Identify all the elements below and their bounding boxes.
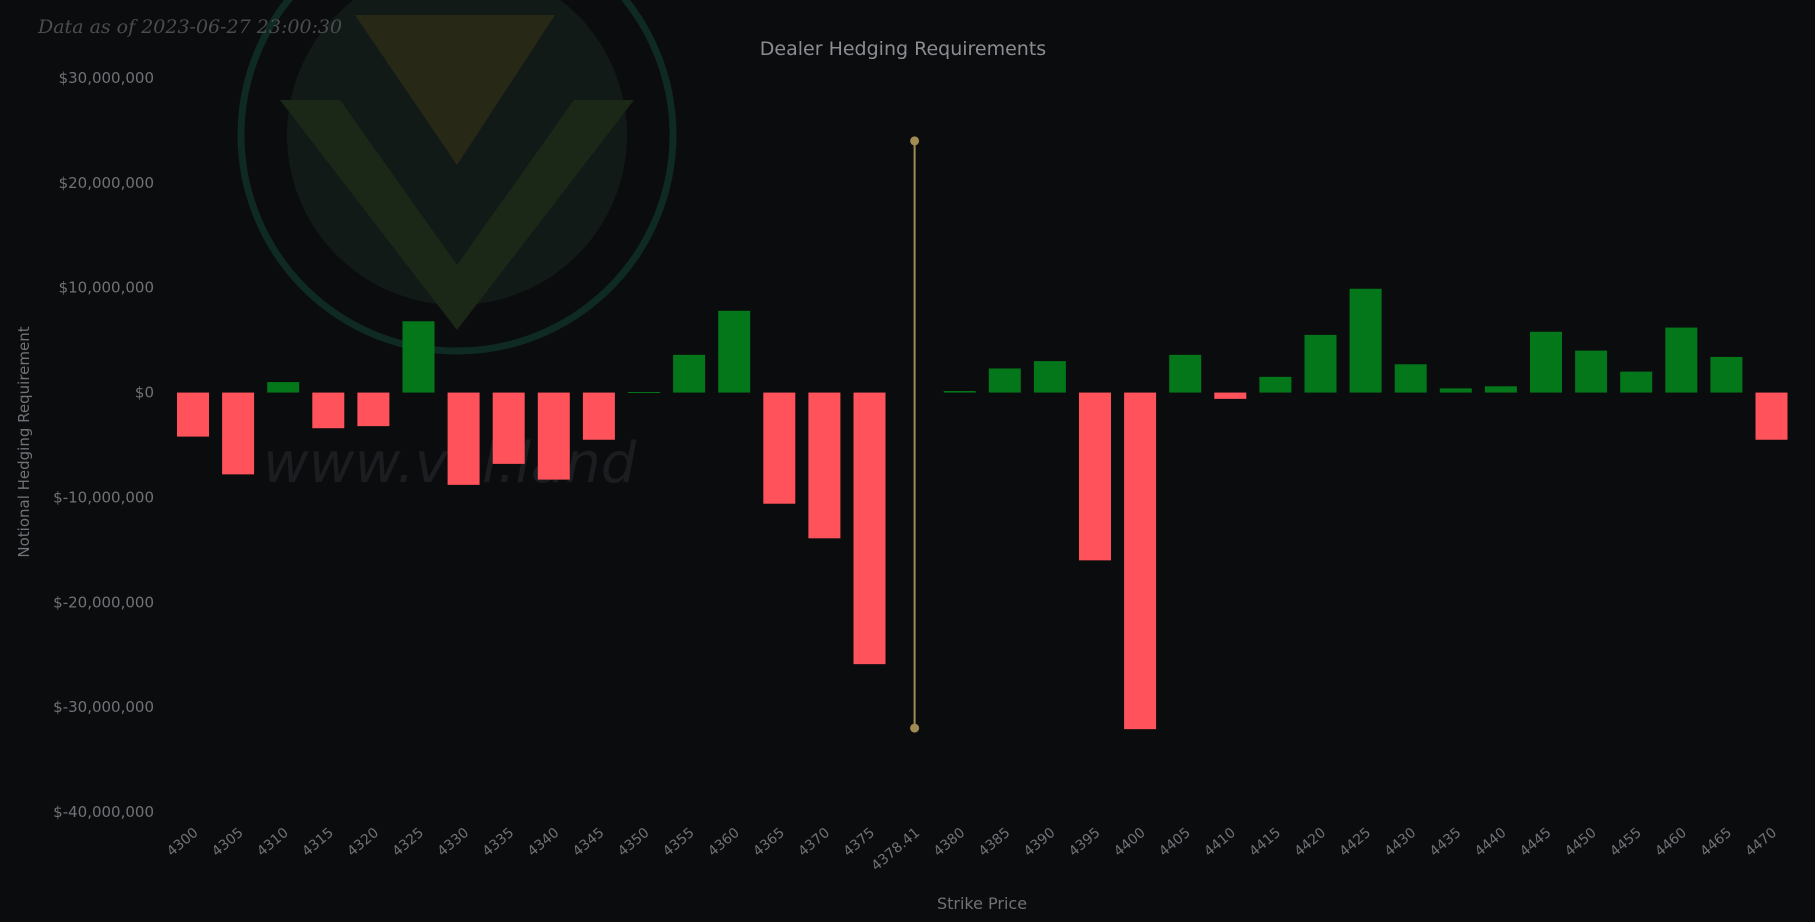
bar-4435 [1439, 388, 1472, 393]
x-tick-label: 4365 [750, 825, 788, 860]
y-axis-label: Notional Hedging Requirement [15, 326, 33, 557]
x-tick-label: 4370 [795, 825, 833, 860]
x-tick-label: 4450 [1562, 825, 1600, 860]
bar-4390 [1033, 361, 1066, 393]
x-tick-label: 4425 [1337, 825, 1375, 860]
x-axis-label: Strike Price [937, 894, 1027, 913]
x-tick-label: 4470 [1742, 825, 1780, 860]
spot-line-bottom-dot [910, 723, 920, 733]
bar-4395 [1079, 392, 1111, 561]
x-tick-label: 4455 [1607, 825, 1645, 860]
bar-4375 [853, 392, 886, 665]
bar-4400 [1124, 392, 1157, 730]
bar-4470 [1755, 392, 1788, 440]
x-tick-label: 4465 [1697, 825, 1735, 860]
x-tick-label: 4460 [1652, 825, 1690, 860]
bar-4380 [943, 390, 976, 393]
bar-4315 [312, 392, 345, 429]
x-tick-label: 4320 [344, 825, 382, 860]
spot-price-marker [910, 136, 920, 733]
bar-4350 [628, 392, 660, 394]
x-tick-label: 4445 [1517, 825, 1555, 860]
bar-4385 [988, 368, 1021, 393]
x-tick-label: 4420 [1291, 825, 1329, 860]
bar-4425 [1349, 288, 1382, 393]
y-tick-label: $-20,000,000 [53, 593, 154, 611]
x-tick-label: 4400 [1111, 825, 1149, 860]
y-axis-ticks: $30,000,000 $20,000,000 $10,000,000 $0 $-10,… [53, 69, 154, 821]
y-tick-label: $-40,000,000 [53, 803, 154, 821]
x-tick-label: 4345 [570, 825, 608, 860]
bar-series [177, 288, 1788, 730]
x-tick-label: 4335 [480, 825, 518, 860]
bar-4415 [1259, 376, 1292, 393]
x-tick-label: 4355 [660, 825, 698, 860]
bar-4310 [267, 382, 300, 393]
y-tick-label: $-10,000,000 [53, 488, 154, 506]
bar-4445 [1530, 331, 1562, 393]
bar-4360 [718, 310, 751, 393]
bar-4305 [222, 392, 255, 475]
x-tick-label: 4390 [1021, 825, 1059, 860]
y-tick-label: $30,000,000 [59, 69, 154, 87]
bar-4450 [1575, 350, 1608, 393]
x-tick-label: 4305 [209, 825, 247, 860]
bar-4370 [808, 392, 841, 539]
bar-4325 [402, 321, 435, 393]
x-tick-label: 4315 [299, 825, 337, 860]
x-tick-label: 4380 [931, 825, 969, 860]
x-tick-label: 4330 [435, 825, 473, 860]
x-tick-label: 4415 [1246, 825, 1284, 860]
x-tick-label: 4375 [840, 825, 878, 860]
x-tick-label: 4325 [389, 825, 427, 860]
spot-line-top-dot [910, 136, 920, 146]
x-tick-label: 4430 [1382, 825, 1420, 860]
y-tick-label: $0 [135, 384, 154, 402]
bar-4430 [1394, 364, 1427, 393]
bar-4465 [1710, 356, 1743, 393]
bar-4330 [447, 392, 480, 485]
chart-title: Dealer Hedging Requirements [760, 38, 1046, 60]
data-timestamp: Data as of 2023-06-27 23:00:30 [38, 16, 343, 38]
x-tick-label: 4360 [705, 825, 743, 860]
x-tick-label: 4340 [525, 825, 563, 860]
x-tick-label: 4435 [1427, 825, 1465, 860]
bar-4420 [1304, 334, 1337, 393]
bar-4340 [537, 392, 570, 480]
bar-4365 [763, 392, 796, 504]
x-tick-label: 4395 [1066, 825, 1104, 860]
x-tick-label: 4385 [976, 825, 1014, 860]
x-tick-label: 4440 [1472, 825, 1510, 860]
x-tick-label: 4310 [254, 825, 292, 860]
x-tick-label: 4350 [615, 825, 653, 860]
bar-4335 [492, 392, 525, 464]
y-tick-label: $20,000,000 [59, 174, 154, 192]
x-tick-label: 4410 [1201, 825, 1239, 860]
x-tick-label: 4300 [164, 825, 202, 860]
bar-4405 [1169, 354, 1202, 393]
bar-4345 [582, 392, 615, 440]
bar-4300 [177, 392, 209, 437]
bar-4455 [1620, 371, 1653, 393]
x-tick-label: 4405 [1156, 825, 1194, 860]
bar-4355 [673, 354, 706, 393]
bar-4440 [1484, 386, 1517, 393]
x-tick-label: 4378.41 [869, 825, 924, 874]
bar-4320 [357, 392, 390, 427]
y-tick-label: $10,000,000 [59, 279, 154, 297]
bar-4460 [1665, 327, 1698, 393]
x-axis-ticks: 4300 4305 4310 4315 4320 4325 4330 4335 4340 4345… [164, 825, 1780, 874]
bar-4410 [1214, 392, 1247, 399]
y-tick-label: $-30,000,000 [53, 698, 154, 716]
